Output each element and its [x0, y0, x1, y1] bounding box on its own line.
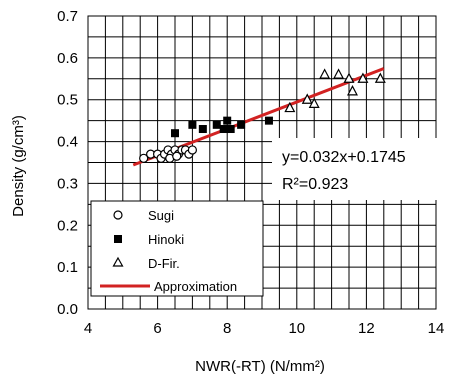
y-tick-label: 0.0 — [57, 301, 78, 318]
legend-label-hinoki: Hinoki — [148, 232, 184, 247]
point-dfir — [319, 68, 331, 79]
point-dfir — [357, 72, 369, 83]
point-hinoki — [212, 120, 221, 129]
y-tick-label: 0.3 — [57, 175, 78, 192]
x-tick-label: 4 — [84, 320, 92, 337]
legend-marker-sugi — [113, 210, 123, 220]
point-sugi — [187, 145, 197, 155]
x-tick-label: 14 — [428, 320, 445, 337]
y-tick-label: 0.5 — [57, 92, 78, 109]
y-tick-label: 0.6 — [57, 50, 78, 67]
point-hinoki — [171, 129, 179, 138]
x-tick-label: 6 — [153, 320, 161, 337]
equation-box: y=0.032x+0.1745 R²=0.923 — [272, 138, 437, 200]
legend-label-dfir: D-Fir. — [148, 256, 180, 271]
point-dfir — [308, 97, 320, 108]
point-dfir — [343, 72, 355, 83]
y-tick-label: 0.1 — [57, 259, 78, 276]
r-squared-text: R²=0.923 — [282, 176, 348, 193]
point-hinoki — [223, 116, 232, 125]
legend-marker-hinoki — [114, 235, 122, 243]
point-sugi — [139, 153, 149, 163]
x-axis-title: NWR(-RT) (N/mm²) — [195, 358, 325, 375]
legend-label-approximation: Approximation — [154, 279, 237, 294]
point-sugi — [172, 151, 182, 161]
legend-marker-dfir — [112, 256, 124, 267]
legend: Sugi Hinoki D-Fir. Approximation — [90, 200, 264, 297]
point-hinoki — [188, 120, 197, 129]
point-hinoki — [219, 125, 228, 134]
point-dfir — [284, 101, 296, 113]
point-dfir — [346, 85, 358, 96]
y-tick-label: 0.4 — [57, 134, 78, 151]
x-tick-label: 10 — [288, 320, 305, 337]
y-axis-title: Density (g/cm³) — [10, 115, 27, 217]
point-hinoki — [198, 125, 207, 134]
point-dfir — [301, 93, 313, 104]
legend-label-sugi: Sugi — [148, 208, 174, 223]
x-tick-label: 12 — [358, 320, 375, 337]
point-hinoki — [264, 116, 273, 125]
point-hinoki — [226, 125, 235, 134]
point-hinoki — [237, 120, 246, 129]
point-dfir — [333, 68, 345, 79]
equation-text: y=0.032x+0.1745 — [282, 149, 406, 166]
y-tick-label: 0.7 — [57, 8, 78, 25]
x-tick-label: 8 — [223, 320, 231, 337]
y-tick-label: 0.2 — [57, 217, 78, 234]
point-dfir — [374, 72, 386, 83]
data-points — [139, 68, 386, 163]
y-tick-labels: 0.0 0.1 0.2 0.3 0.4 0.5 0.6 0.7 — [57, 8, 78, 318]
x-tick-labels: 4 6 8 10 12 14 — [84, 320, 445, 337]
